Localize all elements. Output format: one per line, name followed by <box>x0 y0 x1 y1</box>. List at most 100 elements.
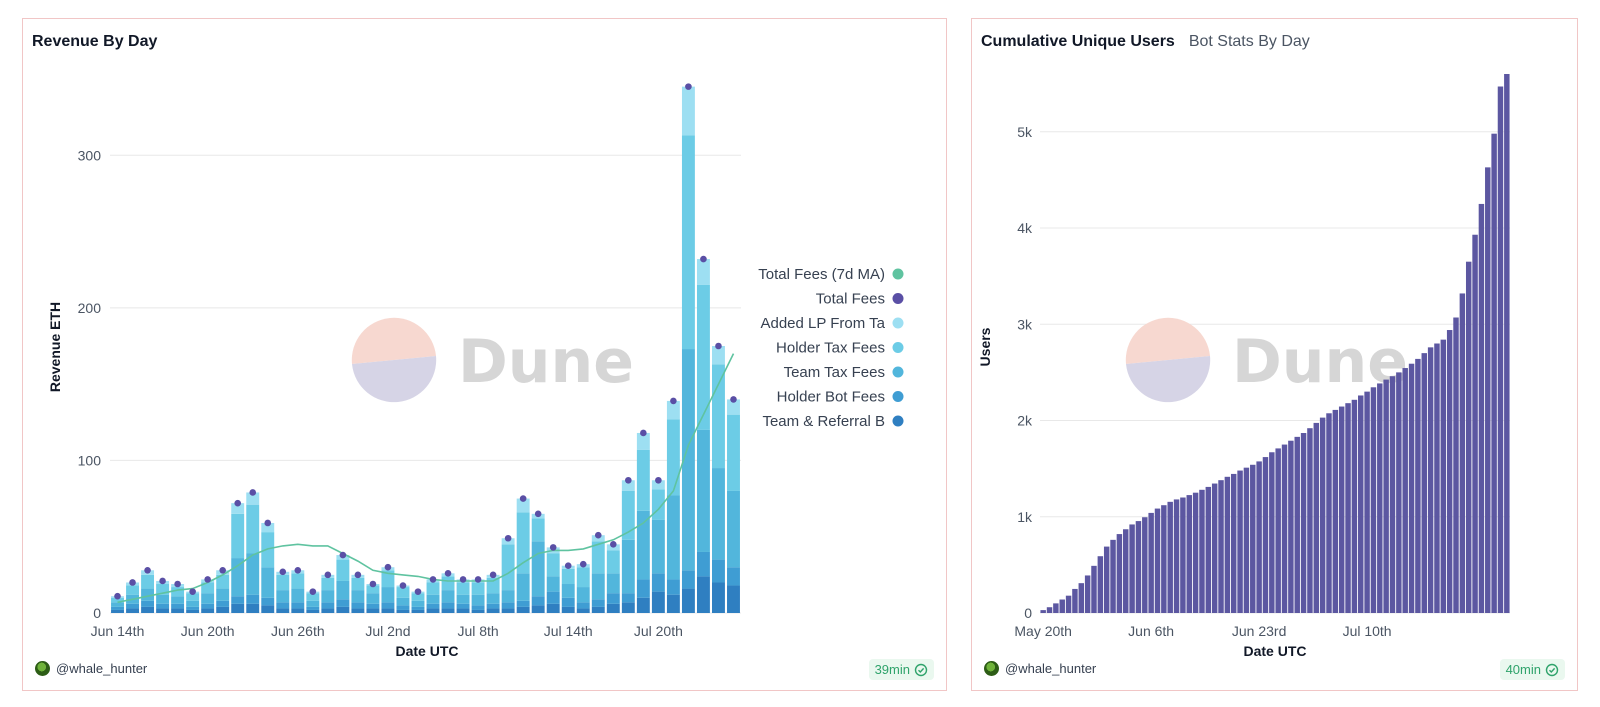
total-fees-point <box>369 580 377 588</box>
watermark-logo-top <box>1125 317 1210 364</box>
y-tick-label: 3k <box>1017 316 1033 332</box>
bar-segment <box>411 593 425 601</box>
bar-segment <box>126 608 139 613</box>
total-fees-point <box>384 563 392 571</box>
bar-segment <box>516 573 530 601</box>
refresh-badge[interactable]: 40min <box>1499 659 1565 680</box>
bar-segment <box>651 519 665 574</box>
refresh-badge[interactable]: 39min <box>868 659 934 680</box>
bar-segment <box>141 588 155 601</box>
users-bar <box>1364 391 1370 613</box>
users-bar <box>1370 387 1377 613</box>
bar-segment <box>411 609 425 613</box>
bar-segment <box>727 399 740 415</box>
x-tick-label: Jun 6th <box>1128 623 1174 639</box>
users-bar <box>1059 599 1065 613</box>
total-fees-point <box>219 566 226 574</box>
avatar <box>984 661 999 676</box>
bar-segment <box>351 608 365 613</box>
total-fees-point <box>399 582 407 589</box>
bar-segment <box>712 582 725 613</box>
bar-segment <box>186 593 200 601</box>
bar-segment <box>456 594 470 604</box>
tab-cumulative-users[interactable]: Cumulative Unique Users <box>981 33 1175 50</box>
users-bar <box>1065 595 1072 613</box>
users-bar <box>1440 339 1447 613</box>
bar-segment <box>261 597 275 606</box>
total-fees-point <box>549 544 557 551</box>
bar-segment <box>576 608 590 613</box>
total-fees-point <box>685 83 692 90</box>
bar-segment <box>246 492 260 505</box>
bar-segment <box>606 593 620 604</box>
bar-segment <box>441 576 455 591</box>
bar-segment <box>681 588 695 613</box>
author-name: @whale_hunter <box>1005 661 1097 676</box>
bar-segment <box>712 346 725 365</box>
bar-segment <box>621 593 635 603</box>
bar-segment <box>216 574 230 589</box>
bar-segment <box>426 603 440 609</box>
users-bar <box>1161 505 1167 613</box>
bar-segment <box>441 590 455 603</box>
users-bar <box>1097 556 1104 613</box>
bar-segment <box>666 594 680 613</box>
watermark-logo-top <box>351 317 436 364</box>
revenue-author[interactable]: @whale_hunter <box>35 661 147 676</box>
users-bar <box>1307 428 1313 613</box>
legend-swatch <box>892 391 904 402</box>
bar-segment <box>426 608 440 613</box>
bar-segment <box>471 605 485 610</box>
legend-label: Added LP From Ta <box>760 315 885 332</box>
users-bar <box>1167 501 1173 613</box>
bar-segment <box>681 349 695 571</box>
bar-segment <box>231 558 245 597</box>
users-bar <box>1504 74 1510 613</box>
total-fees-point <box>294 566 302 574</box>
users-bar <box>1383 379 1389 613</box>
refresh-time: 39min <box>874 662 910 677</box>
users-bar <box>1338 406 1345 613</box>
y-tick-label: 4k <box>1017 220 1033 236</box>
tab-bot-stats[interactable]: Bot Stats By Day <box>1188 33 1310 50</box>
bar-segment <box>606 550 620 574</box>
users-bar <box>1046 607 1053 613</box>
users-bar <box>1459 293 1466 613</box>
legend-swatch <box>892 293 904 304</box>
bar-segment <box>666 400 680 420</box>
total-fees-point <box>564 562 572 570</box>
users-bar <box>1313 422 1320 613</box>
total-fees-point <box>279 568 287 576</box>
users-panel: Cumulative Unique Users Bot Stats By Day … <box>971 18 1578 691</box>
users-bar <box>1123 529 1129 613</box>
watermark-logo-bottom <box>1126 356 1211 403</box>
refresh-time: 40min <box>1505 662 1541 677</box>
users-bar <box>1281 444 1288 613</box>
bar-segment <box>261 522 275 533</box>
total-fees-point <box>474 576 482 583</box>
users-bar <box>1358 395 1364 613</box>
bar-segment <box>411 600 425 607</box>
bar-segment <box>501 590 515 603</box>
revenue-chart: 0 100 200 300 Dune Jun 14th Jun 20th Jun 26th Ju… <box>47 83 904 659</box>
bar-segment <box>651 591 665 613</box>
bar-segment <box>591 573 605 600</box>
total-fees-point <box>534 510 542 518</box>
users-bar <box>1091 565 1097 613</box>
bar-segment <box>276 608 290 613</box>
bar-segment <box>636 597 650 613</box>
users-bar <box>1135 521 1142 613</box>
bar-segment <box>727 567 740 586</box>
users-bar <box>1300 433 1307 613</box>
bar-segment <box>276 590 290 603</box>
bar-segment <box>561 568 575 585</box>
bar-segment <box>501 608 515 613</box>
bar-segment <box>651 480 665 490</box>
bar-segment <box>531 596 545 606</box>
total-fees-point <box>594 531 602 539</box>
users-author[interactable]: @whale_hunter <box>984 661 1096 676</box>
bar-segment <box>516 512 530 574</box>
bar-segment <box>411 606 425 610</box>
legend-label: Total Fees <box>816 291 885 308</box>
bar-segment <box>546 576 560 592</box>
